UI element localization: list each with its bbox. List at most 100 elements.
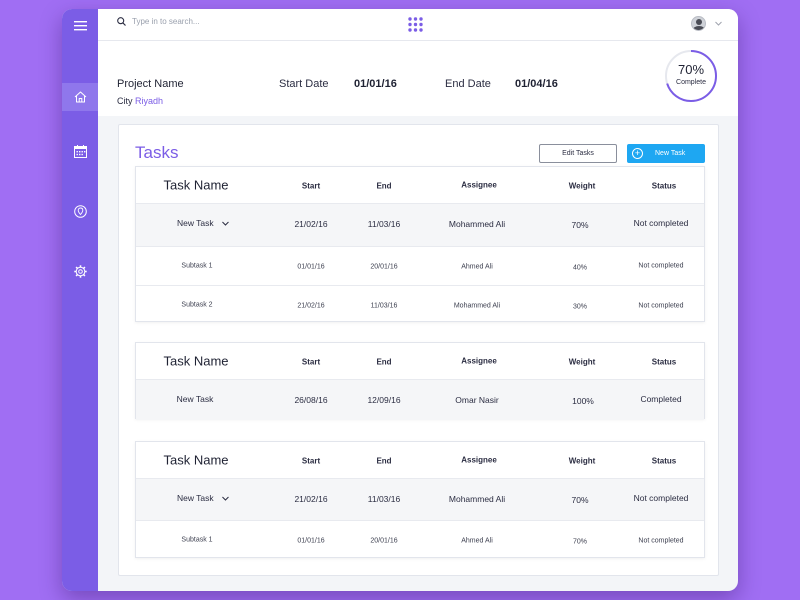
- col-assignee: Assignee: [461, 356, 497, 366]
- task-end: 11/03/16: [367, 219, 401, 229]
- table-header: Task Name Start End Assignee Weight Stat…: [136, 442, 704, 479]
- task-assignee: Mohammed Ali: [448, 494, 506, 504]
- project-city: City Riyadh: [117, 96, 163, 106]
- city-label: City: [117, 96, 133, 106]
- home-icon: [74, 91, 86, 103]
- completion-progress-ring: 70% Complete: [664, 49, 718, 103]
- task-name: New Task: [176, 493, 214, 503]
- chevron-down-icon[interactable]: [222, 496, 229, 501]
- task-group-1: Task Name Start End Assignee Weight Stat…: [135, 166, 705, 322]
- task-end: 11/03/16: [370, 302, 398, 310]
- task-name: New Task: [176, 394, 214, 404]
- menu-button[interactable]: [62, 11, 98, 39]
- sidebar-item-home[interactable]: [62, 83, 98, 111]
- task-weight: 70%: [571, 495, 589, 505]
- sidebar-item-settings[interactable]: [62, 257, 98, 285]
- col-end: End: [376, 357, 392, 367]
- app-window: Project Name City Riyadh Start Date 01/0…: [62, 9, 738, 591]
- progress-ring-arc: [665, 50, 717, 102]
- col-status: Status: [651, 357, 677, 367]
- table-row[interactable]: New Task 26/08/16 12/09/16 Omar Nasir 10…: [136, 380, 704, 420]
- sidebar: [62, 9, 98, 591]
- table-row[interactable]: New Task 21/02/16 11/03/16 Mohammed Ali …: [136, 479, 704, 521]
- task-weight: 70%: [572, 538, 588, 546]
- col-assignee: Assignee: [461, 180, 497, 190]
- calendar-icon: [73, 144, 87, 158]
- task-assignee: Ahmed Ali: [461, 263, 493, 271]
- progress-ring-graphic: [665, 50, 717, 102]
- col-weight: Weight: [568, 357, 596, 367]
- task-name: Subtask 1: [181, 536, 213, 544]
- col-end: End: [376, 456, 392, 466]
- task-start: 26/08/16: [294, 395, 328, 405]
- avatar[interactable]: [691, 16, 706, 31]
- plus-circle-icon: +: [632, 148, 643, 159]
- task-name: Subtask 1: [181, 262, 213, 270]
- col-start: Start: [301, 357, 321, 367]
- table-row[interactable]: Subtask 1 01/01/16 20/01/16 Ahmed Ali 70…: [136, 521, 704, 559]
- sidebar-item-location[interactable]: [62, 197, 98, 225]
- task-end: 20/01/16: [370, 537, 398, 545]
- col-end: End: [376, 181, 392, 191]
- col-weight: Weight: [568, 181, 596, 191]
- end-date-label: End Date: [445, 78, 491, 90]
- task-status: Completed: [640, 394, 682, 404]
- tasks-title: Tasks: [135, 143, 179, 162]
- user-menu[interactable]: [691, 16, 722, 31]
- task-name-cell[interactable]: New Task: [177, 218, 229, 228]
- col-start: Start: [301, 181, 321, 191]
- task-assignee: Ahmed Ali: [461, 537, 493, 545]
- task-name-cell[interactable]: New Task: [177, 493, 229, 503]
- project-name-label: Project Name: [117, 78, 184, 90]
- chevron-down-icon[interactable]: [715, 21, 722, 26]
- task-name: New Task: [176, 218, 214, 228]
- task-start: 21/02/16: [294, 494, 328, 504]
- task-assignee: Mohammed Ali: [448, 219, 506, 229]
- settings-icon: [73, 264, 87, 278]
- tasks-panel: Tasks Edit Tasks + New Task Task Name St…: [118, 124, 719, 576]
- project-summary: Project Name City Riyadh Start Date 01/0…: [98, 41, 738, 116]
- task-weight: 70%: [571, 220, 589, 230]
- col-status: Status: [651, 456, 677, 466]
- new-task-button[interactable]: + New Task: [627, 144, 705, 163]
- table-row[interactable]: New Task 21/02/16 11/03/16 Mohammed Ali …: [136, 204, 704, 247]
- task-start: 01/01/16: [297, 263, 325, 271]
- new-task-button-label: New Task: [655, 150, 686, 157]
- col-task-name: Task Name: [163, 177, 229, 193]
- menu-icon: [73, 20, 87, 30]
- task-start: 21/02/16: [297, 302, 325, 310]
- task-start: 01/01/16: [297, 537, 325, 545]
- progress-label: Complete: [676, 79, 706, 86]
- search-input[interactable]: [132, 17, 292, 26]
- task-name: Subtask 2: [181, 301, 213, 309]
- task-status: Not completed: [638, 262, 684, 270]
- top-bar: [98, 9, 738, 41]
- task-assignee: Omar Nasir: [455, 395, 499, 405]
- city-value[interactable]: Riyadh: [135, 96, 164, 106]
- task-status: Not completed: [633, 218, 689, 228]
- task-assignee: Mohammed Ali: [453, 302, 501, 310]
- chevron-down-icon[interactable]: [222, 221, 229, 226]
- col-assignee: Assignee: [461, 455, 497, 465]
- col-start: Start: [301, 456, 321, 466]
- search-icon[interactable]: [117, 17, 126, 26]
- start-date-value: 01/01/16: [354, 78, 397, 90]
- table-header: Task Name Start End Assignee Weight Stat…: [136, 167, 704, 204]
- task-status: Not completed: [633, 493, 689, 503]
- col-weight: Weight: [568, 456, 596, 466]
- location-icon: [73, 204, 87, 218]
- apps-grid-button[interactable]: [408, 17, 423, 37]
- search-bar: [117, 17, 292, 26]
- task-group-2: Task Name Start End Assignee Weight Stat…: [135, 342, 705, 420]
- sidebar-item-calendar[interactable]: [62, 137, 98, 165]
- progress-percent: 70%: [677, 62, 705, 77]
- task-start: 21/02/16: [294, 219, 328, 229]
- edit-tasks-button[interactable]: Edit Tasks: [539, 144, 617, 163]
- apps-grid-icon: [408, 17, 423, 32]
- end-date-value: 01/04/16: [515, 78, 558, 90]
- task-group-3: Task Name Start End Assignee Weight Stat…: [135, 441, 705, 558]
- table-row[interactable]: Subtask 1 01/01/16 20/01/16 Ahmed Ali 40…: [136, 247, 704, 286]
- table-row[interactable]: Subtask 2 21/02/16 11/03/16 Mohammed Ali…: [136, 286, 704, 323]
- task-end: 20/01/16: [370, 263, 398, 271]
- task-weight: 40%: [572, 264, 588, 272]
